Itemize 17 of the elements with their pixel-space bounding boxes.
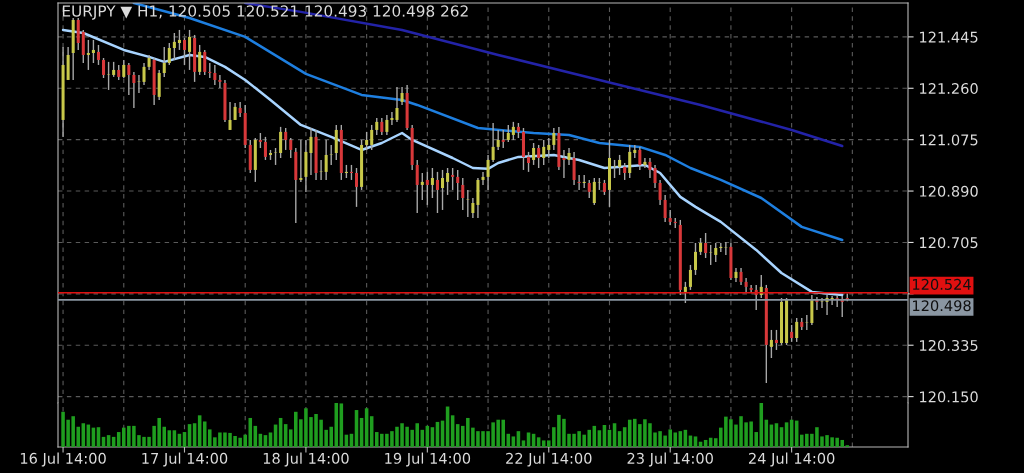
y-tick-label: 120.890	[920, 185, 978, 197]
x-tick-label: 22 Jul 14:00	[506, 452, 592, 467]
x-tick-label: 23 Jul 14:00	[627, 452, 713, 467]
x-tick-label: 18 Jul 14:00	[263, 452, 349, 467]
ref-line-label: 120.524	[913, 278, 971, 290]
y-tick-label: 120.335	[920, 339, 978, 351]
x-tick-label: 24 Jul 14:00	[748, 452, 835, 467]
y-tick-label: 120.150	[920, 391, 978, 403]
y-tick-label: 121.075	[920, 134, 978, 146]
y-tick-label: 121.260	[920, 82, 978, 95]
y-tick-label: 120.705	[920, 237, 978, 249]
ref-line-label: 120.498	[913, 300, 971, 312]
y-tick-label: 121.445	[920, 31, 978, 43]
x-tick-label: 19 Jul 14:00	[385, 452, 471, 467]
x-tick-label: 16 Jul 14:00	[20, 452, 106, 467]
chart-title: EURJPY ▼ H1, 120.505 120.521 120.493 120.498 262	[62, 5, 468, 20]
x-tick-label: 17 Jul 14:00	[142, 452, 228, 467]
